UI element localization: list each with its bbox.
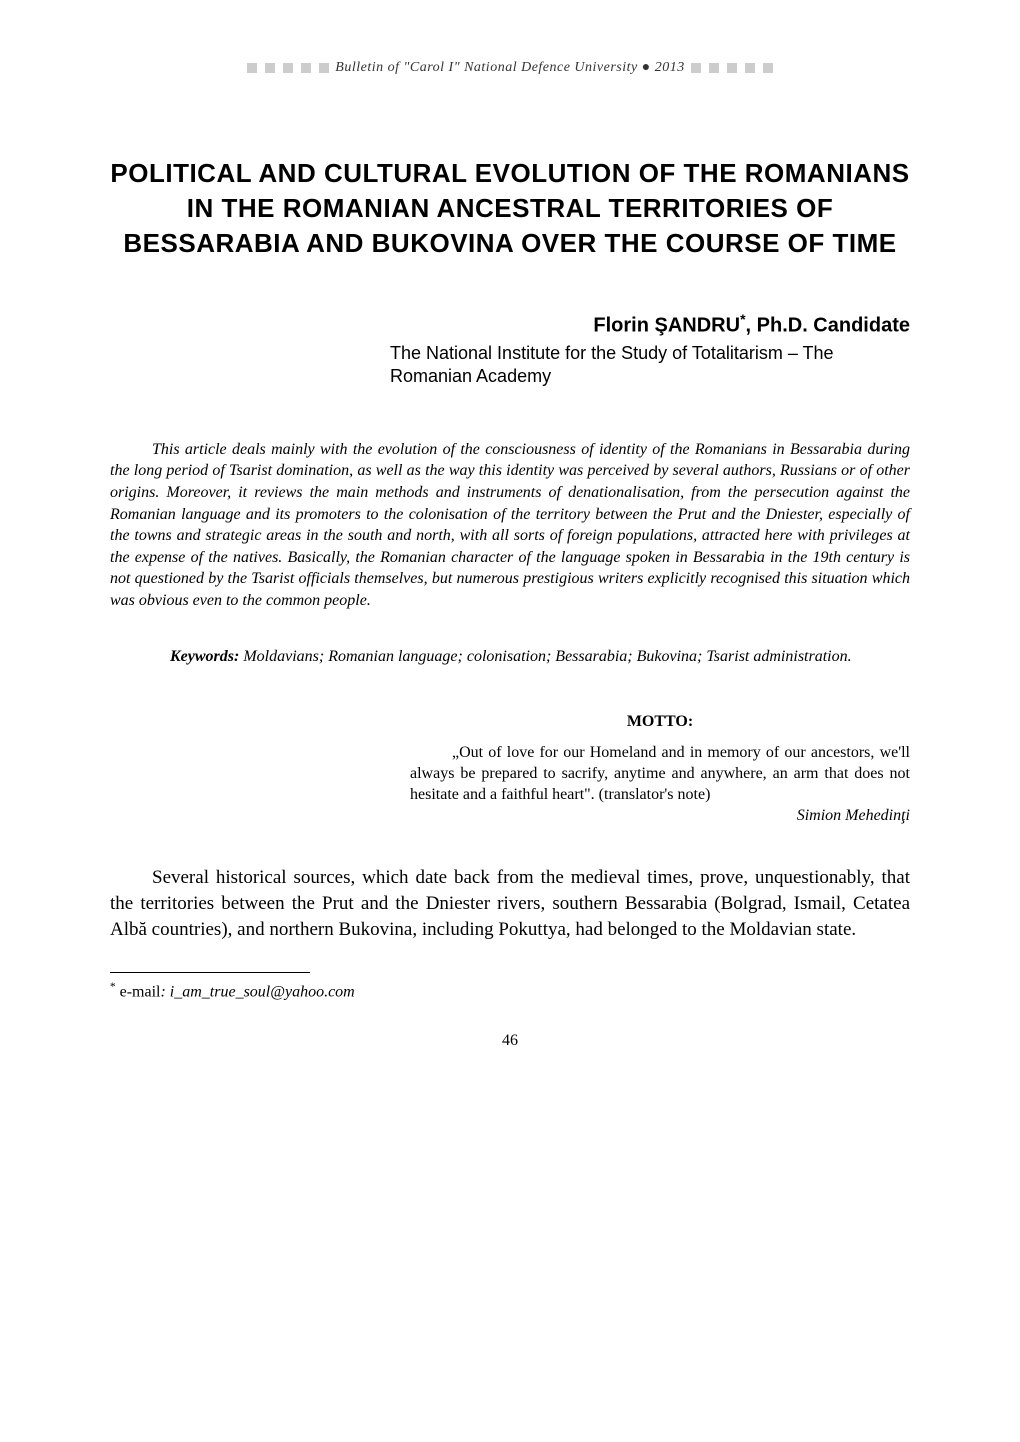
decoration-box: [763, 63, 773, 73]
journal-text: Bulletin of "Carol I" National Defence U…: [335, 60, 684, 75]
keywords-text: Moldavians; Romanian language; colonisat…: [243, 648, 851, 665]
motto-attribution: Simion Mehedinţi: [410, 807, 910, 825]
decoration-box: [283, 63, 293, 73]
footnote-separator: [110, 972, 310, 973]
body-paragraph: Several historical sources, which date b…: [110, 865, 910, 942]
journal-header: Bulletin of "Carol I" National Defence U…: [110, 60, 910, 76]
author-name: Florin ŞANDRU: [593, 315, 740, 337]
page-number: 46: [110, 1032, 910, 1050]
decoration-box: [247, 63, 257, 73]
author-affiliation: The National Institute for the Study of …: [390, 342, 910, 389]
footnote: * e-mail: i_am_true_soul@yahoo.com: [110, 981, 910, 1001]
keywords-label: Keywords:: [170, 648, 239, 665]
article-title: POLITICAL AND CULTURAL EVOLUTION OF THE …: [110, 156, 910, 261]
footnote-marker: *: [110, 981, 116, 993]
motto-heading: MOTTO:: [410, 713, 910, 731]
footnote-label: e-mail: [120, 984, 161, 1001]
author-block: Florin ŞANDRU*, Ph.D. Candidate The Nati…: [390, 311, 910, 388]
decoration-box: [727, 63, 737, 73]
author-role: Ph.D. Candidate: [757, 315, 910, 337]
motto-block: MOTTO: „Out of love for our Homeland and…: [410, 713, 910, 825]
decoration-box: [691, 63, 701, 73]
footnote-email: : i_am_true_soul@yahoo.com: [160, 984, 354, 1001]
abstract: This article deals mainly with the evolu…: [110, 439, 910, 612]
decoration-box: [265, 63, 275, 73]
motto-text: „Out of love for our Homeland and in mem…: [410, 743, 910, 805]
decoration-box: [709, 63, 719, 73]
decoration-box: [319, 63, 329, 73]
footnote-marker: *: [740, 311, 745, 327]
decoration-box: [301, 63, 311, 73]
keywords: Keywords: Moldavians; Romanian language;…: [170, 646, 870, 668]
author-line: Florin ŞANDRU*, Ph.D. Candidate: [390, 311, 910, 338]
decoration-box: [745, 63, 755, 73]
